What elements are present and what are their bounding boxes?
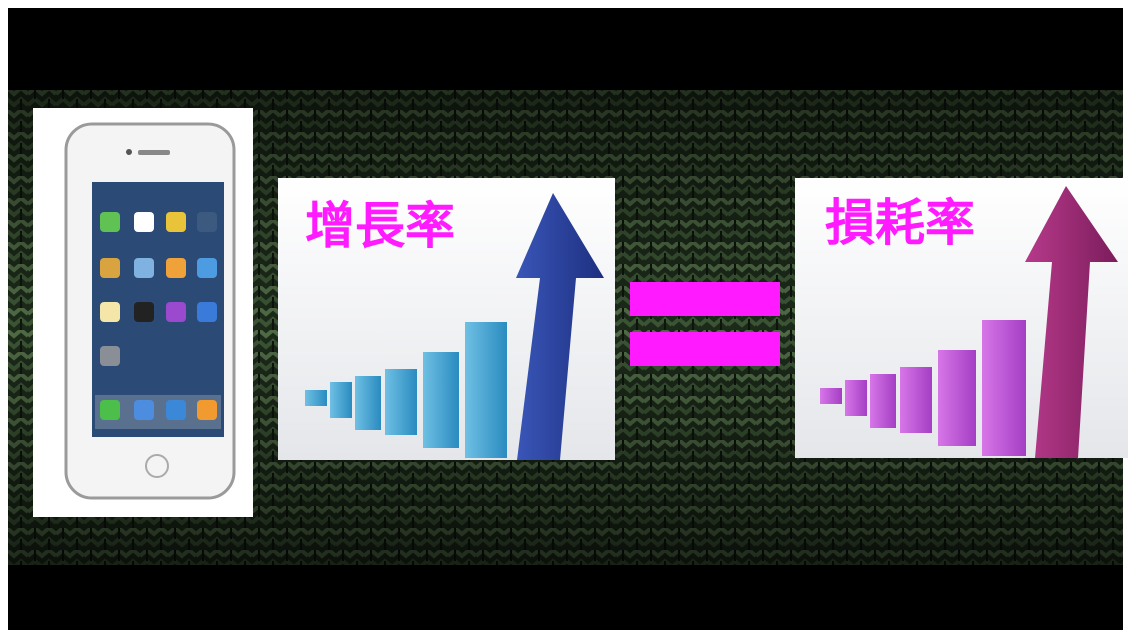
equals-bar: [630, 282, 780, 316]
loss-card: 損耗率: [795, 178, 1128, 458]
card-title: 損耗率: [825, 194, 975, 252]
phone-image: [33, 108, 253, 517]
equals-bar: [630, 332, 780, 366]
card-title: 增長率: [305, 197, 455, 255]
growth-card: 增長率: [278, 178, 615, 460]
